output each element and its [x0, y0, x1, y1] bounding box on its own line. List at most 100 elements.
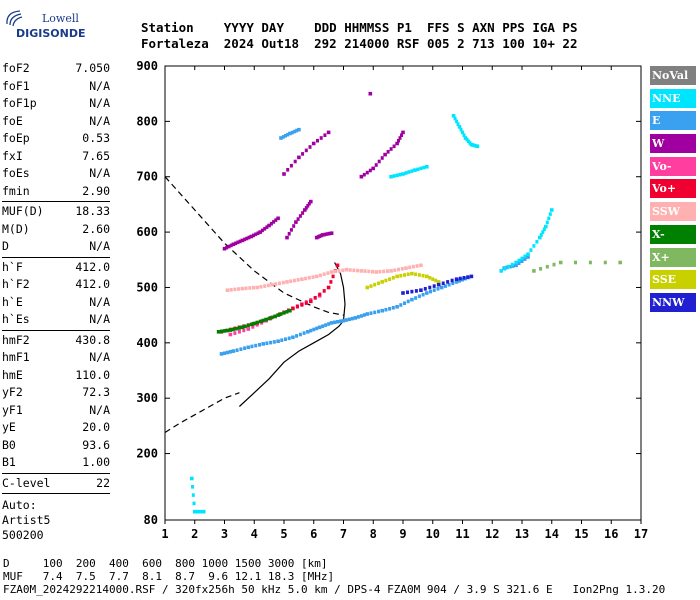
echo-point-e	[295, 128, 299, 133]
echo-point-ssw	[248, 286, 252, 290]
echo-point-nne	[453, 116, 457, 121]
echo-point-nne	[550, 208, 554, 212]
echo-point-ssw	[229, 288, 233, 292]
echo-point-ssw	[363, 269, 367, 273]
param-label: h`F	[2, 259, 23, 274]
echo-point-w	[325, 232, 329, 236]
echo-point-w	[362, 172, 366, 177]
echo-point-nne	[416, 167, 420, 172]
echo-point-e	[339, 319, 342, 323]
echo-point-e	[291, 335, 295, 340]
echo-point-vo	[295, 304, 299, 309]
legend-entry: E	[650, 111, 696, 131]
echo-point-nne	[529, 248, 533, 252]
param-row: fmin 2.90	[2, 183, 110, 201]
echo-point-w	[296, 217, 300, 221]
echo-point-nne	[462, 133, 466, 137]
header-line2: Fortaleza 2024 Out18 292 214000 RSF 005 …	[141, 36, 578, 51]
echo-point-nne	[197, 509, 201, 514]
param-row: MUF(D) 18.33	[2, 203, 110, 221]
echo-point-e	[279, 136, 283, 140]
echo-point-ssw	[374, 270, 378, 274]
echo-point-nne	[545, 220, 549, 225]
param-value: 22	[96, 475, 110, 490]
param-label: yE	[2, 420, 16, 434]
param-label: foF2	[2, 61, 30, 75]
y-tick-label: 300	[136, 391, 158, 405]
x-tick-label: 17	[634, 527, 648, 541]
echo-point-w	[265, 225, 269, 229]
param-row: hmE 110.0	[2, 367, 110, 385]
echo-point-w	[272, 220, 276, 224]
param-value: 412.0	[75, 259, 110, 274]
echo-point-e	[395, 305, 399, 309]
echo-point-ssw	[337, 269, 341, 273]
param-row: yF2 72.3	[2, 384, 110, 402]
y-tick-label: 600	[136, 225, 158, 239]
echo-point-w	[243, 237, 247, 242]
auto-line: Auto:	[2, 498, 37, 512]
echo-point-w	[231, 242, 236, 247]
echo-point-sse	[414, 272, 418, 277]
logo-line2: DIGISONDE	[16, 27, 86, 40]
echo-point-w	[368, 168, 372, 173]
echo-point-w	[260, 228, 264, 233]
x-tick-label: 4	[251, 527, 258, 541]
echo-point-e	[451, 281, 455, 286]
echo-point-x	[267, 316, 271, 321]
param-row: hmF2 430.8	[2, 332, 110, 350]
param-row: h`F 412.0	[2, 259, 110, 277]
param-row: B1 1.00	[2, 454, 110, 472]
echo-point-w	[238, 239, 242, 244]
echo-point-nnw	[466, 275, 470, 279]
echo-point-vo	[291, 306, 295, 311]
param-value: 412.0	[75, 277, 110, 291]
echo-point-ssw	[307, 276, 311, 280]
echo-point-ssw	[329, 270, 334, 274]
header-line1: Station YYYY DAY DDD HHMMSS P1 FFS S AXN…	[141, 20, 578, 35]
echo-point-e	[327, 322, 331, 326]
echo-point-w	[395, 141, 399, 146]
echo-point-nne	[456, 122, 460, 126]
echo-point-x	[282, 311, 286, 315]
echo-point-e	[403, 301, 406, 305]
legend-entry: Vo+	[650, 179, 696, 199]
echo-point-e	[520, 259, 524, 263]
echo-point-sse	[403, 273, 406, 277]
echo-point-e	[269, 340, 273, 345]
echo-point-nne	[395, 173, 399, 178]
echo-point-x	[255, 320, 259, 325]
legend-entry: X+	[650, 247, 696, 267]
echo-point-ssw	[359, 269, 364, 273]
echo-point-e	[287, 336, 291, 341]
echo-point-nnw	[419, 288, 423, 292]
echo-point-e	[391, 306, 395, 310]
param-label: foE	[2, 113, 23, 128]
param-label: M(D)	[2, 221, 30, 236]
echo-point-ssw	[378, 269, 382, 274]
echo-point-w	[386, 150, 390, 154]
echo-point-x	[545, 264, 549, 269]
echo-point-sse	[395, 274, 399, 279]
echo-point-nnw	[423, 287, 427, 291]
echo-point-e	[295, 334, 299, 338]
param-value: N/A	[89, 312, 110, 326]
param-label: B0	[2, 437, 16, 452]
x-tick-label: 12	[485, 527, 499, 541]
echo-point-e	[317, 325, 322, 330]
echo-point-w	[222, 246, 227, 251]
echo-point-e	[315, 326, 319, 331]
echo-point-e	[312, 327, 316, 332]
echo-point-e	[239, 347, 243, 351]
echo-point-w	[301, 211, 305, 215]
echo-point-w	[323, 133, 327, 137]
y-tick-label: 900	[136, 59, 158, 73]
x-tick-label: 11	[455, 527, 469, 541]
y-tick-label: 500	[136, 280, 158, 294]
divider	[2, 201, 110, 202]
echo-point-ssw	[266, 283, 270, 288]
echo-point-nne	[541, 230, 545, 234]
echo-point-vo	[237, 330, 241, 334]
echo-point-e	[228, 350, 232, 354]
echo-point-e	[321, 324, 325, 328]
